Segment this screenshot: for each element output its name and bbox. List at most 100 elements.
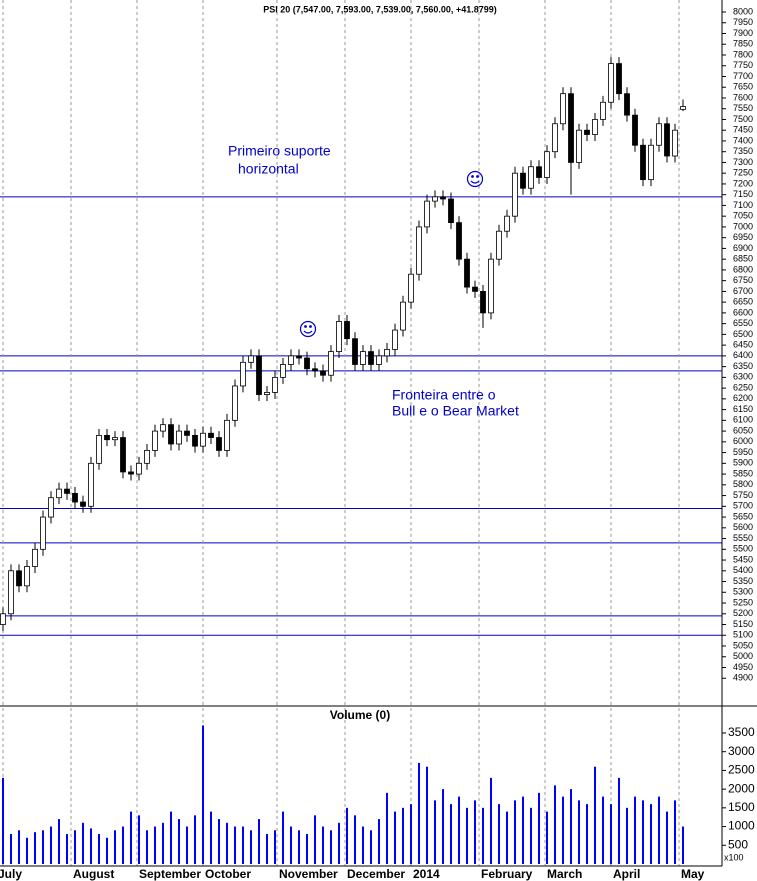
candle-body (528, 166, 534, 189)
volume-bar (66, 834, 68, 864)
candle-body (296, 355, 302, 359)
y-tick-label: 5650 (733, 511, 753, 521)
y-tick-label: 6550 (733, 318, 753, 328)
volume-bar (178, 819, 180, 864)
y-tick-label: 6200 (733, 393, 753, 403)
volume-bar (154, 826, 156, 864)
candle-body (176, 430, 182, 445)
candle-body (152, 430, 158, 451)
volume-bar (578, 800, 580, 864)
volume-bar (98, 834, 100, 864)
volume-bar (290, 826, 292, 864)
smiley (299, 320, 317, 338)
y-tick-label: 5700 (733, 501, 753, 511)
candle-body (576, 129, 582, 163)
candle-body (448, 198, 454, 224)
volume-bar (594, 766, 596, 864)
y-tick-label: 4950 (733, 662, 753, 672)
candle-body (488, 258, 494, 314)
candle-body (616, 63, 622, 95)
candle-body (456, 222, 462, 260)
y-tick-label: 7100 (733, 200, 753, 210)
candle-body (640, 144, 646, 181)
y-tick-label: 6850 (733, 254, 753, 264)
y-tick-label: 4900 (733, 673, 753, 683)
x-tick-label: 2014 (413, 867, 440, 881)
candle-body (48, 497, 54, 518)
candle-body (216, 437, 222, 451)
y-tick-label: 7600 (733, 92, 753, 102)
candle-body (664, 123, 670, 157)
candle-body (280, 364, 286, 378)
volume-bar (434, 800, 436, 864)
x-tick-label: September (139, 867, 201, 881)
candle-body (288, 355, 294, 365)
candle-body (464, 258, 470, 288)
candle-body (432, 196, 438, 202)
volume-bar (506, 811, 508, 864)
volume-bar (650, 804, 652, 864)
y-tick-label: 7750 (733, 60, 753, 70)
y-tick-label: 5250 (733, 597, 753, 607)
y-tick-label: 3000 (728, 744, 755, 758)
y-tick-label: 5050 (733, 640, 753, 650)
volume-bar (458, 796, 460, 864)
chart-title: PSI 20 (7,547.00, 7,593.00, 7,539.00, 7,… (263, 4, 496, 14)
y-tick-label: 7800 (733, 49, 753, 59)
volume-bar (626, 807, 628, 864)
volume-bar (314, 815, 316, 864)
y-tick-label: 6050 (733, 425, 753, 435)
y-tick-label: 7900 (733, 28, 753, 38)
volume-bar (410, 804, 412, 864)
y-tick-label: 3500 (728, 725, 755, 739)
volume-bar (218, 819, 220, 864)
y-tick-label: 5500 (733, 544, 753, 554)
volume-title: Volume (0) (330, 708, 390, 722)
candle-body (328, 351, 334, 376)
volume-bar (426, 766, 428, 864)
candle-body (120, 437, 126, 473)
y-tick-label: 6100 (733, 415, 753, 425)
y-tick-label: 2000 (728, 781, 755, 795)
unit-label: x100 (724, 852, 744, 862)
candle-body (560, 93, 566, 125)
volume-bar (2, 777, 4, 864)
x-tick-label: March (547, 867, 582, 881)
volume-bar (138, 815, 140, 864)
y-tick-label: 5350 (733, 576, 753, 586)
volume-bar (338, 822, 340, 864)
y-tick-label: 5100 (733, 630, 753, 640)
candle-body (232, 385, 238, 421)
y-tick-label: 6400 (733, 350, 753, 360)
volume-bar (74, 830, 76, 864)
volume-bar (634, 796, 636, 864)
candle-body (336, 321, 342, 352)
volume-bar (570, 789, 572, 864)
x-tick-label: August (73, 867, 114, 881)
candle-body (344, 321, 350, 340)
volume-bar (490, 777, 492, 864)
y-tick-label: 7550 (733, 103, 753, 113)
y-tick-label: 6350 (733, 361, 753, 371)
y-tick-label: 500 (728, 837, 748, 851)
candle-body (496, 230, 502, 260)
candle-body (112, 437, 118, 441)
volume-bar (682, 826, 684, 864)
volume-bar (474, 800, 476, 864)
volume-bar (322, 826, 324, 864)
volume-bar (26, 837, 28, 864)
volume-bar (162, 822, 164, 864)
y-tick-label: 6250 (733, 382, 753, 392)
candle-body (240, 361, 246, 387)
candle-body (72, 493, 78, 503)
volume-bar (42, 830, 44, 864)
y-tick-label: 7400 (733, 135, 753, 145)
volume-bar (498, 804, 500, 864)
volume-bar (274, 830, 276, 864)
volume-bar (226, 822, 228, 864)
candle-body (64, 488, 70, 494)
volume-bar (618, 777, 620, 864)
candle-body (520, 172, 526, 189)
candle-body (624, 93, 630, 116)
